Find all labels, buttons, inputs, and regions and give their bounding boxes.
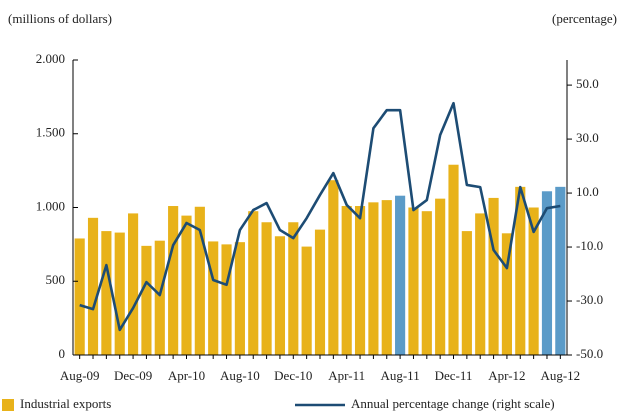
- line: [79, 101, 561, 332]
- legend-swatch: [2, 399, 14, 411]
- x-tick-label: Aug-10: [220, 368, 260, 383]
- y2-tick-label: 10.0: [576, 184, 599, 199]
- x-tick-label: Apr-10: [168, 368, 205, 383]
- y-tick-label: 1.500: [36, 125, 65, 140]
- bar: [488, 197, 499, 355]
- y-axis-label: (millions of dollars): [8, 11, 112, 26]
- bar: [528, 207, 539, 355]
- bar: [288, 222, 299, 355]
- bar: [328, 180, 339, 355]
- bar: [435, 198, 446, 355]
- bar: [395, 195, 406, 355]
- x-tick-label: Aug-12: [540, 368, 580, 383]
- bar: [381, 200, 392, 355]
- y2-tick-label: 50.0: [576, 76, 599, 91]
- bar: [461, 231, 472, 355]
- bar: [475, 213, 486, 355]
- bar: [354, 206, 366, 355]
- legend-label: Industrial exports: [20, 396, 111, 411]
- bar: [234, 242, 245, 355]
- bar: [248, 211, 259, 355]
- x-tick-label: Dec-10: [274, 368, 312, 383]
- bar: [74, 238, 85, 355]
- bar: [181, 215, 192, 355]
- bar: [194, 206, 205, 355]
- bar: [141, 245, 152, 355]
- y-tick-label: 1.000: [36, 198, 65, 213]
- x-tick-label: Dec-11: [435, 368, 473, 383]
- y-tick-label: 2.000: [36, 51, 65, 66]
- bar: [408, 207, 419, 355]
- y-tick-label: 0: [59, 346, 66, 361]
- y-tick-label: 500: [46, 272, 66, 287]
- bar: [101, 231, 112, 355]
- bar: [87, 217, 99, 355]
- y2-tick-label: -10.0: [576, 238, 603, 253]
- legend-label: Annual percentage change (right scale): [351, 396, 555, 411]
- bar: [501, 233, 512, 355]
- bar: [128, 213, 139, 355]
- x-tick-label: Aug-11: [380, 368, 419, 383]
- bar: [368, 202, 379, 355]
- y2-tick-label: -30.0: [576, 292, 603, 307]
- bar: [448, 164, 459, 355]
- bar: [555, 186, 566, 355]
- bar: [221, 244, 232, 355]
- bar: [168, 206, 179, 355]
- bar: [154, 240, 165, 355]
- bar: [341, 206, 352, 355]
- y2-axis-label: (percentage): [552, 11, 617, 26]
- x-tick-label: Dec-09: [114, 368, 152, 383]
- x-tick-label: Apr-12: [488, 368, 525, 383]
- y2-tick-label: -50.0: [576, 346, 603, 361]
- x-tick-label: Apr-11: [328, 368, 365, 383]
- bar: [301, 246, 312, 355]
- y2-tick-label: 30.0: [576, 130, 599, 145]
- bar: [274, 236, 286, 355]
- bar: [541, 191, 553, 355]
- x-tick-label: Aug-09: [60, 368, 100, 383]
- bar: [421, 211, 432, 355]
- bar: [261, 222, 272, 355]
- bar: [208, 241, 219, 355]
- bar: [314, 229, 326, 355]
- bar: [114, 232, 125, 355]
- bar: [515, 186, 526, 355]
